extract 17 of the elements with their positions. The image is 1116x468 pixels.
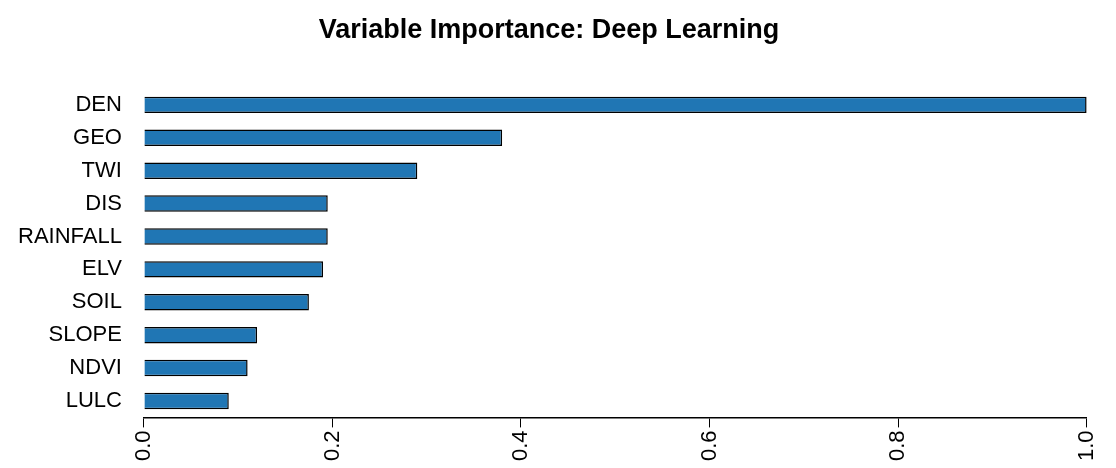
x-tick-label: 0.4	[507, 430, 533, 462]
x-tick-label: 0.8	[884, 430, 910, 462]
y-tick-label: NDVI	[69, 354, 122, 380]
y-tick-label: ELV	[81, 255, 123, 281]
x-tick-label: 1.0	[1072, 430, 1098, 462]
y-tick-label: LULC	[65, 387, 123, 413]
y-tick-label: TWI	[81, 156, 122, 182]
y-tick-label: GEO	[73, 123, 122, 149]
y-tick-label: SOIL	[71, 288, 122, 314]
chart-title: Variable Importance: Deep Learning	[318, 13, 780, 44]
y-tick-label: DIS	[85, 189, 122, 215]
x-tick-label: 0.6	[695, 430, 721, 462]
y-tick-label: DEN	[75, 90, 122, 116]
x-tick-label: 0.0	[129, 430, 155, 462]
y-tick-label: RAINFALL	[17, 222, 122, 248]
x-tick-label: 0.2	[318, 430, 344, 462]
y-tick-label: SLOPE	[48, 321, 122, 347]
